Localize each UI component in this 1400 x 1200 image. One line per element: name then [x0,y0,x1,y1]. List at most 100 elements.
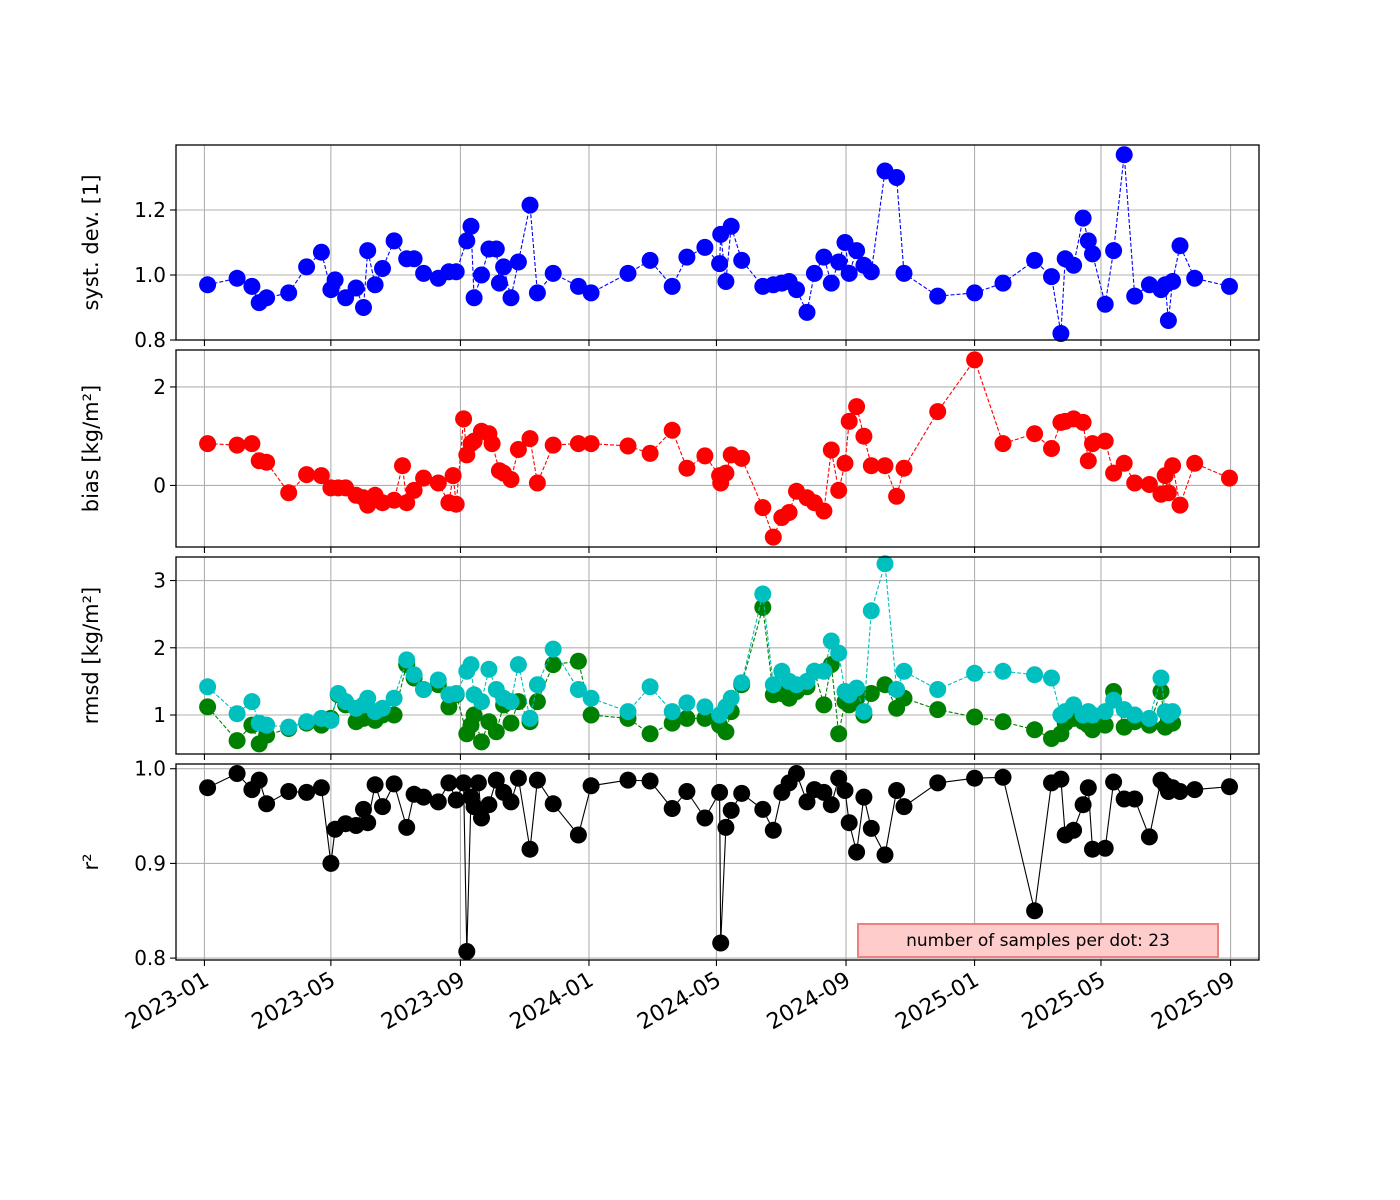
data-point [1084,840,1101,858]
data-point [228,269,246,287]
data-point [415,788,433,806]
data-point [895,662,913,680]
data-point [280,284,298,302]
data-point [521,840,539,858]
data-point [1171,496,1189,514]
data-point [888,782,906,799]
y-axis-label: r² [79,853,103,870]
data-point [678,709,696,727]
data-point [347,279,365,297]
data-point [733,251,751,269]
data-point [429,793,447,811]
data-point [929,774,947,792]
data-point [840,264,858,282]
data-point [429,671,447,689]
data-point [258,289,276,307]
data-point [398,494,416,512]
data-point [876,846,894,864]
data-point [385,775,403,793]
data-point [840,814,858,832]
data-point [1140,476,1158,493]
data-point [717,818,735,836]
data-point [258,453,276,471]
data-point [509,656,527,674]
data-point [243,435,261,453]
y-tick-label: 0.8 [134,328,166,352]
data-point [1065,821,1083,839]
data-point [366,776,384,794]
data-point [455,774,473,792]
data-point [862,457,880,475]
data-point [502,471,520,488]
data-point [405,250,423,268]
data-point [663,421,681,439]
data-point [966,769,984,787]
data-point [717,273,735,290]
data-point [473,809,490,827]
data-point [440,774,458,792]
y-tick-label: 0.9 [134,851,166,875]
data-point [711,783,729,801]
data-point [895,264,913,282]
data-point [528,284,546,302]
data-point [1043,440,1060,457]
data-point [712,934,730,952]
data-point [848,398,866,416]
data-point [1164,273,1182,290]
data-point [582,777,600,795]
data-point [1096,716,1114,734]
data-point [521,709,539,727]
data-point [966,664,984,682]
series-syst-0 [199,146,1238,342]
data-point [447,685,465,702]
data-point [855,427,873,445]
series-r2-0 [199,765,1238,960]
data-point [929,403,947,421]
data-point [312,467,330,485]
axes-frame [175,556,1260,755]
data-point [398,818,416,836]
data-point [678,459,696,477]
data-point [228,436,246,454]
data-point [544,640,562,658]
data-point [848,843,866,861]
data-point [815,662,833,680]
data-point [444,467,462,485]
data-point [888,487,906,505]
data-point [764,821,782,839]
data-point [641,444,659,462]
data-point [405,481,423,499]
data-point [582,706,600,724]
data-point [855,703,873,721]
data-point [469,774,487,792]
data-point [1105,773,1123,791]
data-point [243,277,261,295]
data-point [696,447,714,465]
data-point [415,469,433,487]
data-point [569,277,587,295]
data-point [1171,237,1189,255]
data-point [619,703,637,721]
data-point [199,435,217,453]
data-point [544,264,562,282]
data-point [582,435,600,453]
panel-r2: 0.8 0.9 1.0 r² [79,757,1260,970]
data-point [641,251,659,269]
data-point [798,793,816,811]
data-point [298,783,316,801]
data-point [815,696,833,714]
data-point [848,242,866,260]
data-point [228,705,246,723]
data-point [830,725,848,743]
data-point [1221,277,1238,295]
data-point [663,703,681,721]
data-point [359,242,377,260]
data-point [228,765,246,782]
data-point [619,771,637,789]
data-point [830,644,848,662]
data-point [815,783,833,801]
x-tick-label: 2024-09 [763,968,855,1036]
data-point [764,676,782,694]
data-point [836,782,854,799]
data-point [717,464,735,482]
